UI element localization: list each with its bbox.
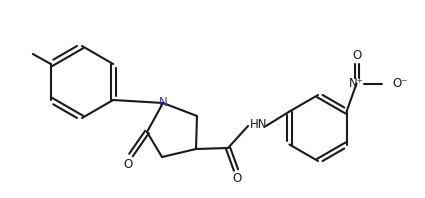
Text: O: O [352,49,361,62]
Text: O: O [232,172,242,186]
Text: HN: HN [250,117,267,130]
Text: N: N [159,96,167,109]
Text: O: O [123,157,133,170]
Text: N⁺: N⁺ [349,77,364,90]
Text: O⁻: O⁻ [393,77,408,90]
